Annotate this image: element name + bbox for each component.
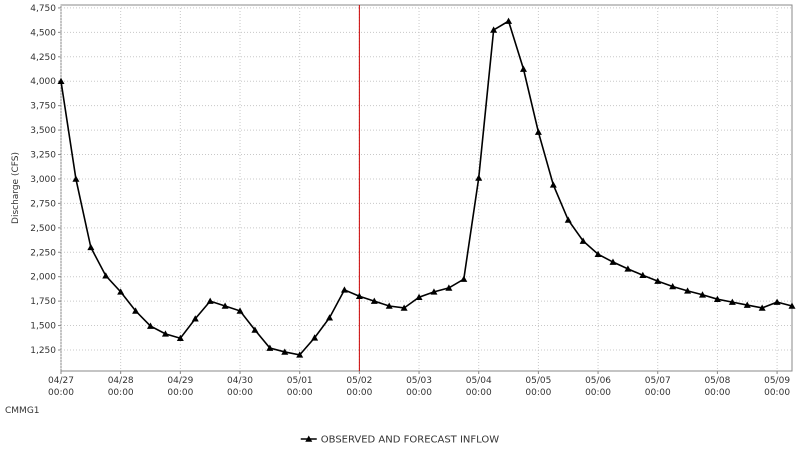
- x-tick-label: 05/03: [406, 376, 432, 386]
- x-tick-label: 00:00: [346, 388, 372, 398]
- x-tick-label: 00:00: [48, 388, 74, 398]
- legend: OBSERVED AND FORECAST INFLOW: [300, 435, 499, 446]
- point-marker: [176, 334, 184, 342]
- point-marker: [117, 288, 125, 295]
- x-tick-label: 00:00: [704, 388, 730, 398]
- x-tick-label: 00:00: [406, 388, 432, 398]
- x-tick-label: 05/07: [645, 376, 671, 386]
- y-tick-label: 4,000: [30, 77, 56, 87]
- y-tick-label: 3,000: [30, 175, 56, 185]
- point-marker: [669, 282, 677, 290]
- station-label: CMMG1: [5, 406, 40, 416]
- y-tick-label: 3,250: [30, 151, 56, 161]
- point-marker: [475, 174, 483, 181]
- y-tick-label: 4,500: [30, 28, 56, 38]
- point-marker: [728, 298, 736, 305]
- point-marker: [564, 216, 572, 223]
- y-tick-label: 2,250: [30, 248, 56, 258]
- point-marker: [72, 175, 80, 182]
- point-marker: [639, 271, 647, 279]
- x-tick-label: 00:00: [167, 388, 193, 398]
- y-tick-label: 1,250: [30, 346, 56, 356]
- point-marker: [340, 286, 348, 293]
- y-tick-label: 1,750: [30, 297, 56, 307]
- point-marker: [147, 322, 155, 329]
- point-marker: [788, 302, 796, 309]
- point-marker: [236, 307, 244, 314]
- point-marker: [654, 277, 662, 284]
- x-tick-label: 00:00: [645, 388, 671, 398]
- point-marker: [400, 304, 408, 311]
- point-marker: [370, 297, 378, 304]
- x-tick-label: 04/28: [108, 376, 134, 386]
- y-tick-label: 3,500: [30, 126, 56, 136]
- point-marker: [430, 288, 438, 295]
- x-tick-label: 05/08: [704, 376, 730, 386]
- point-marker: [326, 314, 334, 321]
- x-tick-label: 00:00: [287, 388, 313, 398]
- point-marker: [281, 348, 289, 355]
- point-marker: [743, 301, 751, 308]
- x-tick-label: 04/30: [227, 376, 253, 386]
- point-marker: [445, 284, 453, 291]
- point-marker: [132, 307, 140, 314]
- point-marker: [251, 326, 259, 333]
- x-tick-label: 05/06: [585, 376, 611, 386]
- x-tick-label: 00:00: [585, 388, 611, 398]
- point-marker: [609, 258, 617, 265]
- x-tick-label: 00:00: [466, 388, 492, 398]
- x-tick-label: 05/04: [466, 376, 492, 386]
- point-marker: [102, 272, 110, 279]
- point-marker: [519, 65, 527, 72]
- point-marker: [311, 334, 319, 341]
- y-tick-label: 3,750: [30, 102, 56, 112]
- x-tick-label: 00:00: [764, 388, 790, 398]
- point-marker: [161, 330, 169, 337]
- point-marker: [385, 302, 393, 309]
- y-tick-label: 2,500: [30, 224, 56, 234]
- point-marker: [460, 275, 468, 282]
- x-tick-label: 00:00: [525, 388, 551, 398]
- x-tick-label: 04/29: [167, 376, 193, 386]
- point-marker: [624, 265, 632, 272]
- point-marker: [549, 181, 557, 188]
- point-marker: [534, 128, 542, 135]
- point-marker: [266, 344, 274, 351]
- x-tick-label: 00:00: [108, 388, 134, 398]
- point-marker: [594, 250, 602, 258]
- y-tick-label: 2,000: [30, 273, 56, 283]
- x-tick-label: 05/02: [346, 376, 372, 386]
- point-marker: [221, 302, 229, 309]
- point-marker: [490, 26, 498, 33]
- point-marker: [355, 292, 363, 300]
- x-tick-label: 05/05: [525, 376, 551, 386]
- y-axis-title: Discharge (CFS): [11, 152, 21, 224]
- point-marker: [758, 304, 766, 311]
- point-marker: [206, 297, 214, 304]
- legend-label: OBSERVED AND FORECAST INFLOW: [321, 435, 499, 446]
- plot-area: [60, 4, 793, 372]
- point-marker: [773, 298, 781, 305]
- point-marker: [191, 315, 199, 322]
- point-marker: [415, 293, 423, 301]
- point-marker: [698, 291, 706, 298]
- y-tick-label: 2,750: [30, 199, 56, 209]
- point-marker: [87, 243, 95, 251]
- point-marker: [296, 351, 304, 358]
- legend-marker: [305, 435, 313, 442]
- x-tick-label: 04/27: [48, 376, 74, 386]
- series-line: [60, 19, 793, 356]
- x-tick-label: 05/09: [764, 376, 790, 386]
- y-tick-label: 1,500: [30, 322, 56, 332]
- y-tick-label: 4,250: [30, 53, 56, 63]
- point-marker: [684, 287, 692, 294]
- point-marker: [57, 77, 65, 85]
- point-marker: [579, 237, 587, 244]
- point-marker: [505, 17, 513, 24]
- x-tick-label: 05/01: [287, 376, 313, 386]
- point-marker: [713, 295, 721, 302]
- y-tick-label: 4,750: [30, 4, 56, 14]
- x-tick-label: 00:00: [227, 388, 253, 398]
